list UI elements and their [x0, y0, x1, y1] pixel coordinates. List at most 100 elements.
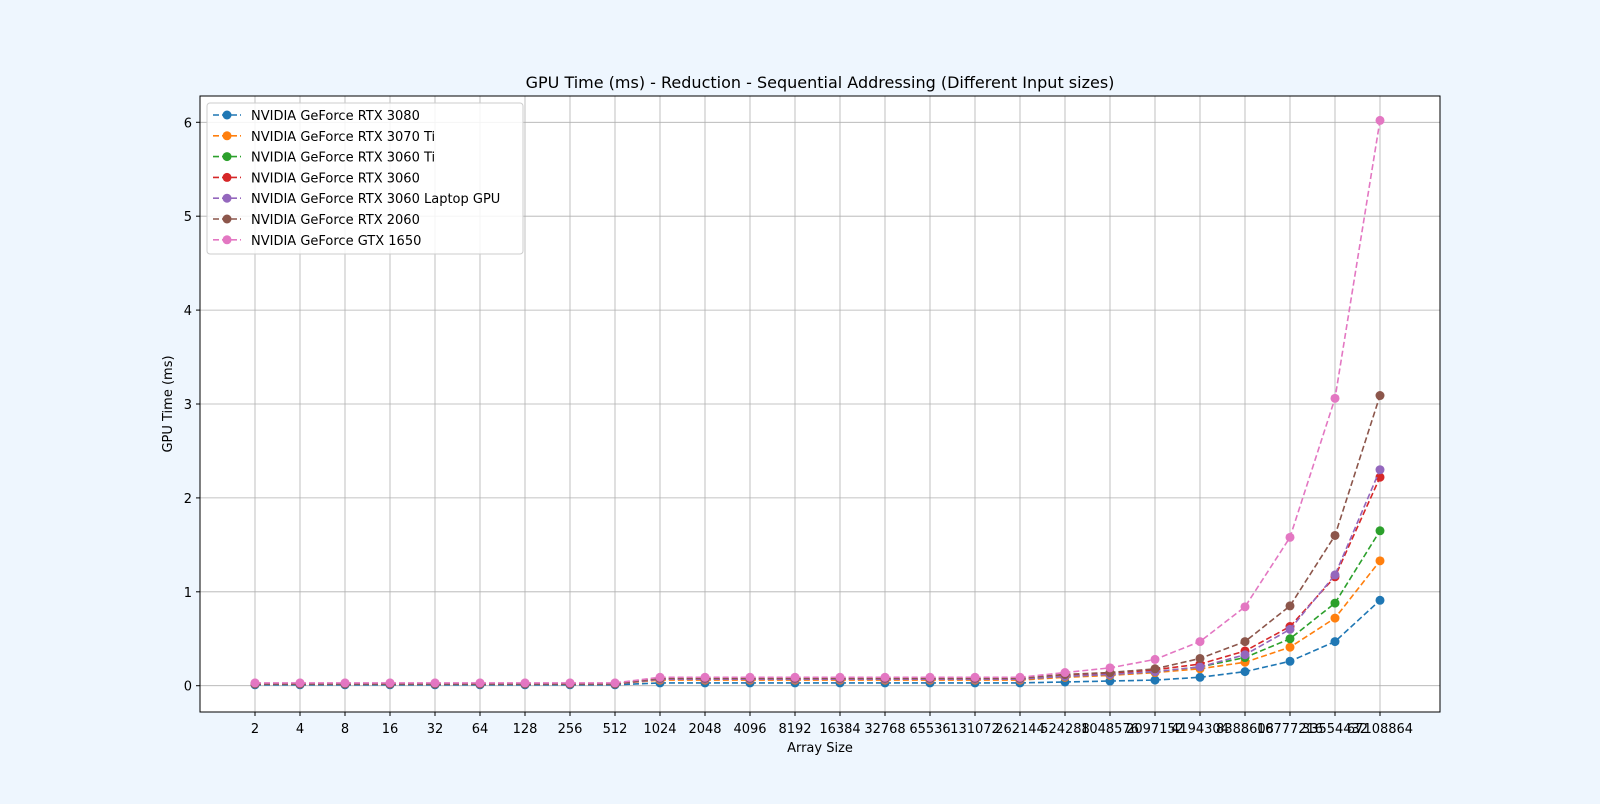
legend-marker [222, 235, 232, 245]
legend-item: NVIDIA GeForce RTX 3070 Ti [213, 130, 435, 145]
x-tick-label: 64 [472, 722, 489, 737]
data-point [880, 672, 890, 682]
data-point [1375, 556, 1385, 566]
series-7 [250, 115, 1385, 688]
y-axis-ticks: 0 1 2 3 4 5 6 [184, 116, 200, 695]
x-tick-label: 32 [427, 722, 444, 737]
legend-box [206, 102, 524, 255]
x-tick-label: 67108864 [1347, 722, 1413, 737]
legend-marker [222, 193, 232, 203]
x-tick-label: 4096 [733, 722, 766, 737]
data-point [1060, 668, 1070, 678]
data-point [1195, 637, 1205, 647]
x-tick-label: 16 [382, 722, 399, 737]
x-tick-label: 256 [558, 722, 583, 737]
data-point [1285, 601, 1295, 611]
legend-item: NVIDIA GeForce GTX 1650 [213, 234, 421, 249]
legend-label: NVIDIA GeForce RTX 2060 [251, 213, 420, 228]
x-tick-label: 524288 [1040, 722, 1090, 737]
x-tick-label: 16384 [819, 722, 860, 737]
legend-item: NVIDIA GeForce RTX 2060 [213, 213, 420, 228]
x-tick-label: 65536 [909, 722, 950, 737]
data-point [1105, 663, 1115, 673]
data-point [610, 678, 620, 688]
x-tick-label: 4194304 [1171, 722, 1229, 737]
y-tick-label: 2 [184, 492, 192, 507]
data-point [385, 678, 395, 688]
data-point [565, 678, 575, 688]
chart-title: GPU Time (ms) - Reduction - Sequential A… [526, 73, 1115, 92]
data-point [1240, 667, 1250, 677]
x-tick-label: 512 [603, 722, 628, 737]
legend-label: NVIDIA GeForce RTX 3070 Ti [251, 130, 435, 145]
data-point [1285, 656, 1295, 666]
data-point [1330, 570, 1340, 580]
y-tick-label: 5 [184, 210, 192, 225]
legend-item: NVIDIA GeForce RTX 3080 [213, 109, 420, 124]
data-point [430, 678, 440, 688]
data-point [655, 672, 665, 682]
x-tick-label: 2048 [688, 722, 721, 737]
legend-item: NVIDIA GeForce RTX 3060 Laptop GPU [213, 192, 500, 207]
legend-marker [222, 172, 232, 182]
legend-marker [222, 131, 232, 141]
data-point [1375, 465, 1385, 475]
data-point [745, 672, 755, 682]
x-tick-label: 2097152 [1126, 722, 1184, 737]
data-point [1285, 532, 1295, 542]
series-line [255, 560, 1381, 685]
data-point [1375, 526, 1385, 536]
x-tick-label: 128 [513, 722, 538, 737]
data-point [925, 672, 935, 682]
data-point [1375, 472, 1385, 482]
legend-marker [222, 152, 232, 162]
data-point [1330, 530, 1340, 540]
legend: NVIDIA GeForce RTX 3080 NVIDIA GeForce RT… [206, 102, 524, 255]
legend-marker [222, 214, 232, 224]
data-point [700, 672, 710, 682]
data-point [1195, 662, 1205, 672]
x-tick-label: 32768 [864, 722, 905, 737]
y-tick-label: 4 [184, 304, 192, 319]
y-tick-label: 3 [184, 398, 192, 413]
legend-item: NVIDIA GeForce RTX 3060 Ti [213, 151, 435, 166]
data-point [1330, 613, 1340, 623]
data-point [1150, 664, 1160, 674]
data-point [1285, 624, 1295, 634]
data-point [1330, 393, 1340, 403]
y-tick-label: 1 [184, 586, 192, 601]
data-point [1285, 642, 1295, 652]
data-point [790, 672, 800, 682]
x-tick-label: 8 [341, 722, 349, 737]
data-point [1285, 634, 1295, 644]
data-point [1015, 672, 1025, 682]
data-point [1150, 675, 1160, 685]
series-line [255, 599, 1381, 686]
data-point [475, 678, 485, 688]
y-axis-label: GPU Time (ms) [161, 355, 176, 452]
data-point [340, 678, 350, 688]
data-point [1150, 654, 1160, 664]
data-point [1375, 595, 1385, 605]
y-tick-label: 6 [184, 116, 192, 131]
legend-marker [222, 110, 232, 120]
legend-label: NVIDIA GeForce GTX 1650 [251, 234, 421, 249]
legend-label: NVIDIA GeForce RTX 3060 [251, 171, 420, 186]
data-point [1240, 602, 1250, 612]
series-lines [250, 115, 1385, 690]
data-point [835, 672, 845, 682]
data-point [1330, 637, 1340, 647]
x-axis-label: Array Size [787, 741, 853, 756]
data-point [295, 678, 305, 688]
x-tick-label: 8192 [778, 722, 811, 737]
y-tick-label: 0 [184, 680, 192, 695]
legend-label: NVIDIA GeForce RTX 3060 Laptop GPU [251, 192, 500, 207]
legend-label: NVIDIA GeForce RTX 3060 Ti [251, 151, 435, 166]
x-tick-label: 1048576 [1081, 722, 1139, 737]
data-point [970, 672, 980, 682]
x-tick-label: 16777216 [1257, 722, 1323, 737]
x-axis-ticks: 2 4 8 16 32 64 128 256 512 1024 2048 4096 8192 16384 3… [251, 712, 1413, 737]
data-point [1375, 115, 1385, 125]
x-tick-label: 131072 [950, 722, 1000, 737]
